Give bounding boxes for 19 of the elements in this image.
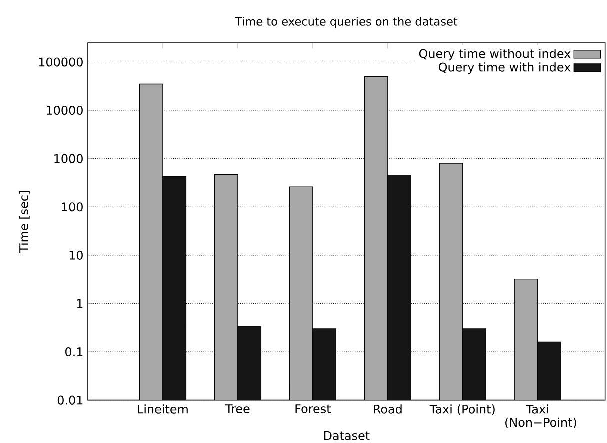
y-axis-title: Time [sec] bbox=[19, 191, 30, 253]
y-tick-label: 0.1 bbox=[66, 348, 83, 357]
x-tick-label: Taxi (Point) bbox=[430, 404, 495, 416]
legend-label: Query time with index bbox=[439, 62, 571, 74]
y-tick-label: 10 bbox=[70, 250, 83, 260]
y-tick-label: 0.01 bbox=[58, 396, 83, 405]
y-tick-label: 100000 bbox=[39, 58, 83, 67]
x-axis-title: Dataset bbox=[324, 431, 370, 440]
y-tick-label: 10000 bbox=[47, 106, 83, 116]
y-tick-label: 1 bbox=[77, 299, 83, 308]
x-tick-label: Road bbox=[374, 404, 402, 414]
y-tick-label: 100 bbox=[62, 202, 83, 212]
legend-label: Query time without index bbox=[419, 49, 571, 61]
y-tick-label: 1000 bbox=[54, 154, 83, 164]
chart-title: Time to execute queries on the dataset bbox=[235, 17, 458, 28]
x-tick-label: Lineitem bbox=[138, 404, 188, 414]
x-tick-label: Taxi (Non−Point) bbox=[506, 404, 576, 429]
x-tick-label: Forest bbox=[296, 404, 331, 414]
x-tick-label: Tree bbox=[225, 404, 250, 414]
